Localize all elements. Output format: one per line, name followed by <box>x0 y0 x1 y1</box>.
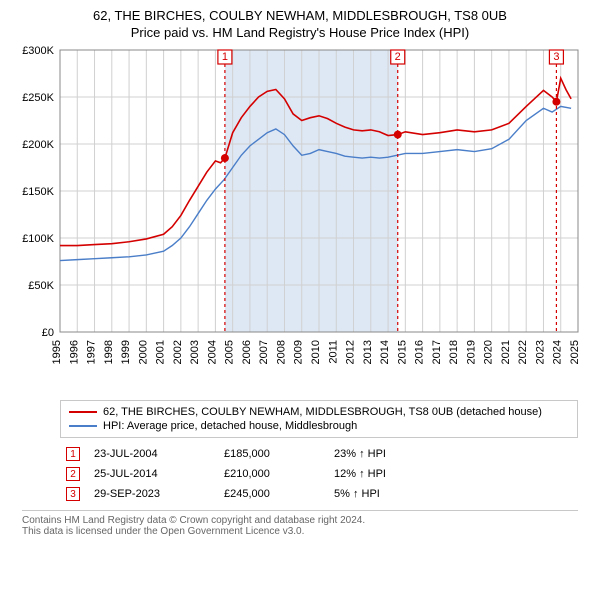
svg-text:2: 2 <box>395 51 401 63</box>
svg-text:2014: 2014 <box>379 340 391 364</box>
svg-text:2023: 2023 <box>534 340 546 364</box>
svg-text:£50K: £50K <box>28 280 54 292</box>
title-line1: 62, THE BIRCHES, COULBY NEWHAM, MIDDLESB… <box>12 8 588 23</box>
svg-text:2001: 2001 <box>155 340 167 364</box>
footer-line2: This data is licensed under the Open Gov… <box>22 526 578 537</box>
svg-text:£250K: £250K <box>22 92 54 104</box>
sale-date: 25-JUL-2014 <box>88 464 218 484</box>
svg-text:2004: 2004 <box>206 340 218 364</box>
sale-marker-icon: 2 <box>66 467 80 481</box>
svg-text:2010: 2010 <box>310 340 322 364</box>
svg-text:2006: 2006 <box>241 340 253 364</box>
svg-text:2018: 2018 <box>448 340 460 364</box>
svg-text:2013: 2013 <box>362 340 374 364</box>
svg-text:£300K: £300K <box>22 45 54 57</box>
svg-text:£0: £0 <box>42 327 54 339</box>
svg-text:1998: 1998 <box>103 340 115 364</box>
legend: 62, THE BIRCHES, COULBY NEWHAM, MIDDLESB… <box>60 400 578 438</box>
svg-text:£150K: £150K <box>22 186 54 198</box>
svg-text:2016: 2016 <box>414 340 426 364</box>
svg-text:2009: 2009 <box>293 340 305 364</box>
sale-delta: 5% ↑ HPI <box>328 484 578 504</box>
svg-text:2025: 2025 <box>569 340 581 364</box>
sale-date: 23-JUL-2004 <box>88 444 218 464</box>
svg-text:1995: 1995 <box>51 340 63 364</box>
svg-text:2011: 2011 <box>327 340 339 364</box>
chart-svg: £0 £50K £100K £150K £200K £250K £300K 1995 1996 1… <box>12 44 588 394</box>
price-chart: £0 £50K £100K £150K £200K £250K £300K 1995 1996 1… <box>12 44 588 394</box>
sale-price: £210,000 <box>218 464 328 484</box>
svg-text:2021: 2021 <box>500 340 512 364</box>
svg-text:1997: 1997 <box>86 340 98 364</box>
sale-delta: 23% ↑ HPI <box>328 444 578 464</box>
svg-text:2008: 2008 <box>275 340 287 364</box>
sale-marker-icon: 3 <box>66 487 80 501</box>
sales-table: 1 23-JUL-2004£185,00023% ↑ HPI 2 25-JUL-201… <box>60 444 578 504</box>
svg-text:2019: 2019 <box>465 340 477 364</box>
svg-text:1: 1 <box>222 51 228 63</box>
svg-text:1996: 1996 <box>68 340 80 364</box>
sale-date: 29-SEP-2023 <box>88 484 218 504</box>
svg-text:2003: 2003 <box>189 340 201 364</box>
svg-text:£200K: £200K <box>22 139 54 151</box>
svg-text:2015: 2015 <box>396 340 408 364</box>
svg-text:2024: 2024 <box>552 340 564 364</box>
title-line2: Price paid vs. HM Land Registry's House … <box>12 25 588 40</box>
sale-delta: 12% ↑ HPI <box>328 464 578 484</box>
sale-price: £185,000 <box>218 444 328 464</box>
svg-text:£100K: £100K <box>22 233 54 245</box>
svg-text:2022: 2022 <box>517 340 529 364</box>
legend-item: 62, THE BIRCHES, COULBY NEWHAM, MIDDLESB… <box>69 405 569 419</box>
sales-row: 1 23-JUL-2004£185,00023% ↑ HPI <box>60 444 578 464</box>
legend-label: 62, THE BIRCHES, COULBY NEWHAM, MIDDLESB… <box>103 406 542 418</box>
legend-item: HPI: Average price, detached house, Midd… <box>69 419 569 433</box>
sales-row: 2 25-JUL-2014£210,00012% ↑ HPI <box>60 464 578 484</box>
legend-swatch <box>69 425 97 427</box>
footer-line1: Contains HM Land Registry data © Crown c… <box>22 515 578 526</box>
chart-title: 62, THE BIRCHES, COULBY NEWHAM, MIDDLESB… <box>12 8 588 40</box>
sales-row: 3 29-SEP-2023£245,0005% ↑ HPI <box>60 484 578 504</box>
legend-label: HPI: Average price, detached house, Midd… <box>103 420 357 432</box>
svg-text:2002: 2002 <box>172 340 184 364</box>
svg-text:1999: 1999 <box>120 340 132 364</box>
svg-text:3: 3 <box>553 51 559 63</box>
svg-text:2000: 2000 <box>137 340 149 364</box>
svg-text:2007: 2007 <box>258 340 270 364</box>
sale-marker-icon: 1 <box>66 447 80 461</box>
sale-price: £245,000 <box>218 484 328 504</box>
footer-attribution: Contains HM Land Registry data © Crown c… <box>22 510 578 537</box>
svg-text:2012: 2012 <box>345 340 357 364</box>
legend-swatch <box>69 411 97 413</box>
svg-text:2005: 2005 <box>224 340 236 364</box>
svg-text:2017: 2017 <box>431 340 443 364</box>
svg-text:2020: 2020 <box>483 340 495 364</box>
